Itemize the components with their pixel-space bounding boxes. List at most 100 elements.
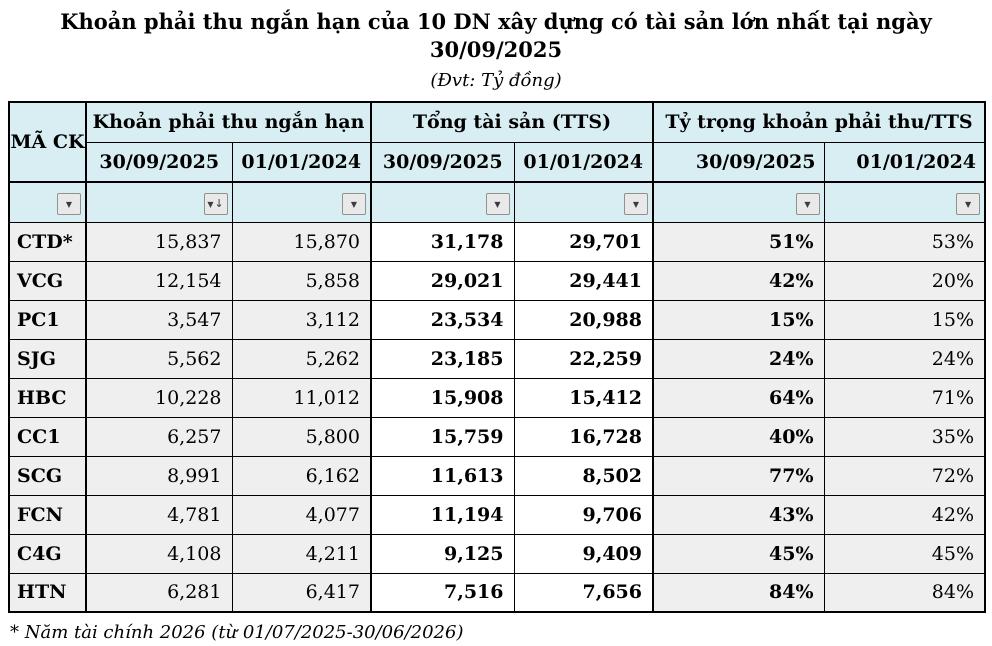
ticker-cell: HTN [8, 572, 87, 613]
period-header-receivables-2024: 01/01/2024 [231, 141, 372, 183]
ratio-2025-cell: 40% [652, 416, 825, 457]
table-row: VCG 12,154 5,858 29,021 29,441 42% 20% [8, 260, 986, 301]
total-assets-2024-cell: 9,409 [513, 533, 654, 574]
total-assets-2025-cell: 31,178 [370, 221, 515, 262]
receivables-2025-cell: 10,228 [85, 377, 233, 418]
ratio-2024-cell: 15% [823, 299, 986, 340]
total-assets-2025-cell: 23,185 [370, 338, 515, 379]
total-assets-2024-cell: 20,988 [513, 299, 654, 340]
footnote: * Năm tài chính 2026 (từ 01/07/2025-30/0… [10, 622, 464, 643]
ratio-2025-cell: 43% [652, 494, 825, 535]
receivables-2025-cell: 6,257 [85, 416, 233, 457]
filter-button-ma-ck[interactable]: ▼ [57, 193, 81, 216]
filter-cell-assets-2024: ▼ [513, 181, 654, 223]
period-header-ratio-2025: 30/09/2025 [652, 141, 825, 183]
unit-label: (Đvt: Tỷ đồng) [430, 70, 562, 91]
ratio-2024-cell: 20% [823, 260, 986, 301]
filter-dropdown-icon: ▼ [964, 199, 972, 209]
sort-descending-icon: ↓ [214, 197, 224, 211]
filter-button-ratio-2024[interactable]: ▼ [956, 193, 981, 216]
filter-dropdown-icon: ▼ [804, 199, 811, 209]
total-assets-2025-cell: 11,194 [370, 494, 515, 535]
ratio-2025-cell: 15% [652, 299, 825, 340]
total-assets-2024-cell: 7,656 [513, 572, 654, 613]
total-assets-2025-cell: 9,125 [370, 533, 515, 574]
receivables-2025-cell: 15,837 [85, 221, 233, 262]
table-row: CC1 6,257 5,800 15,759 16,728 40% 35% [8, 416, 986, 457]
ratio-2024-cell: 45% [823, 533, 986, 574]
total-assets-2025-cell: 29,021 [370, 260, 515, 301]
filter-dropdown-icon: ▼ [207, 199, 214, 209]
receivables-2024-cell: 11,012 [231, 377, 372, 418]
period-header-assets-2024: 01/01/2024 [513, 141, 654, 183]
receivables-2024-cell: 4,077 [231, 494, 372, 535]
ticker-cell: SJG [8, 338, 87, 379]
period-header-row: 30/09/2025 01/01/2024 30/09/2025 01/01/2… [9, 141, 986, 183]
receivables-2024-cell: 3,112 [231, 299, 372, 340]
total-assets-2024-cell: 29,441 [513, 260, 654, 301]
ratio-2024-cell: 72% [823, 455, 986, 496]
ratio-2024-cell: 71% [823, 377, 986, 418]
table-row: SJG 5,562 5,262 23,185 22,259 24% 24% [8, 338, 986, 379]
table-row: C4G 4,108 4,211 9,125 9,409 45% 45% [8, 533, 986, 574]
ratio-2025-cell: 51% [652, 221, 825, 262]
receivables-2025-cell: 8,991 [85, 455, 233, 496]
filter-button-assets-2024[interactable]: ▼ [624, 193, 648, 216]
ratio-2025-cell: 42% [652, 260, 825, 301]
filter-cell-ratio-2024: ▼ [823, 181, 986, 223]
ratio-2024-cell: 84% [823, 572, 986, 613]
filter-cell-receivables-2025: ▼ ↓ [85, 181, 233, 223]
filter-button-receivables-2025-sorted[interactable]: ▼ ↓ [203, 193, 228, 216]
group-header-total-assets: Tổng tài sản (TTS) [370, 101, 654, 143]
filter-dropdown-icon: ▼ [65, 199, 73, 209]
total-assets-2024-cell: 22,259 [513, 338, 654, 379]
group-header-ratio: Tỷ trọng khoản phải thu/TTS [652, 101, 986, 143]
filter-cell-receivables-2024: ▼ [231, 181, 372, 223]
table-row: FCN 4,781 4,077 11,194 9,706 43% 42% [8, 494, 986, 535]
table-row: CTD* 15,837 15,870 31,178 29,701 51% 53% [8, 221, 986, 262]
group-header-row: MÃ CK Khoản phải thu ngắn hạn Tổng tài s… [8, 101, 986, 183]
filter-cell-ratio-2025: ▼ [652, 181, 825, 223]
financial-table: MÃ CK Khoản phải thu ngắn hạn Tổng tài s… [8, 101, 987, 613]
total-assets-2024-cell: 8,502 [513, 455, 654, 496]
ticker-cell: FCN [8, 494, 87, 535]
filter-dropdown-icon: ▼ [494, 199, 501, 209]
total-assets-2024-cell: 9,706 [513, 494, 654, 535]
receivables-2024-cell: 15,870 [231, 221, 372, 262]
table-body: CTD* 15,837 15,870 31,178 29,701 51% 53%… [8, 221, 986, 613]
ratio-2025-cell: 84% [652, 572, 825, 613]
ticker-cell: VCG [8, 260, 87, 301]
filter-cell-assets-2025: ▼ [370, 181, 515, 223]
receivables-2024-cell: 5,800 [231, 416, 372, 457]
total-assets-2025-cell: 15,759 [370, 416, 515, 457]
filter-button-assets-2025[interactable]: ▼ [485, 193, 510, 216]
filter-button-receivables-2024[interactable]: ▼ [342, 193, 366, 216]
filter-cell-ma-ck: ▼ [8, 181, 87, 223]
receivables-2024-cell: 6,417 [231, 572, 372, 613]
total-assets-2025-cell: 15,908 [370, 377, 515, 418]
total-assets-2024-cell: 16,728 [513, 416, 654, 457]
ratio-2024-cell: 42% [823, 494, 986, 535]
table-row: HTN 6,281 6,417 7,516 7,656 84% 84% [8, 572, 986, 613]
ratio-2024-cell: 35% [823, 416, 986, 457]
ratio-2025-cell: 24% [652, 338, 825, 379]
filter-button-ratio-2025[interactable]: ▼ [795, 193, 820, 216]
ratio-2024-cell: 53% [823, 221, 986, 262]
receivables-2024-cell: 5,858 [231, 260, 372, 301]
ticker-cell: C4G [8, 533, 87, 574]
group-header-receivables: Khoản phải thu ngắn hạn [85, 101, 372, 143]
receivables-2025-cell: 4,781 [85, 494, 233, 535]
total-assets-2025-cell: 23,534 [370, 299, 515, 340]
period-header-assets-2025: 30/09/2025 [370, 141, 515, 183]
period-header-ratio-2024: 01/01/2024 [823, 141, 986, 183]
ratio-2025-cell: 45% [652, 533, 825, 574]
receivables-2025-cell: 5,562 [85, 338, 233, 379]
ticker-cell: CC1 [8, 416, 87, 457]
receivables-2024-cell: 4,211 [231, 533, 372, 574]
table-header: MÃ CK Khoản phải thu ngắn hạn Tổng tài s… [8, 101, 986, 223]
ticker-cell: CTD* [8, 221, 87, 262]
filter-dropdown-icon: ▼ [632, 199, 640, 209]
receivables-2025-cell: 3,547 [85, 299, 233, 340]
period-header-receivables-2025: 30/09/2025 [85, 141, 233, 183]
ticker-cell: PC1 [8, 299, 87, 340]
